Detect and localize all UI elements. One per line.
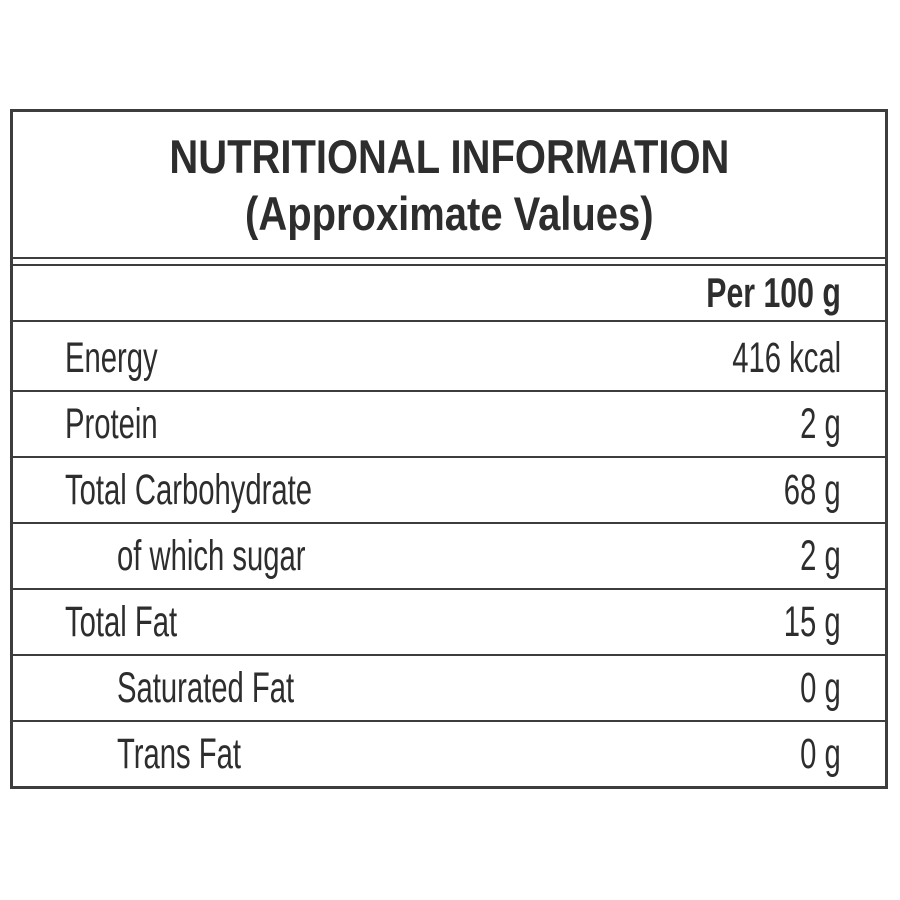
row-label: Saturated Fat [117, 663, 295, 712]
table-row: Energy 416 kcal [13, 326, 885, 390]
row-value: 2 g [800, 531, 841, 580]
row-label: Energy [65, 333, 158, 382]
table-row: Total Fat 15 g [13, 588, 885, 654]
panel-title: NUTRITIONAL INFORMATION [120, 128, 779, 185]
row-value: 0 g [800, 729, 841, 778]
row-label: Total Carbohydrate [65, 465, 313, 514]
row-value: 416 kcal [732, 333, 841, 382]
table-row: Saturated Fat 0 g [13, 654, 885, 720]
panel-subtitle: (Approximate Values) [209, 185, 690, 242]
table-row: Protein 2 g [13, 390, 885, 456]
column-header-row: Per 100 g [13, 264, 885, 322]
row-label: Protein [65, 399, 158, 448]
row-value: 68 g [784, 465, 841, 514]
nutrition-rows: Energy 416 kcal Protein 2 g Total Carboh… [13, 326, 885, 786]
nutrition-facts-panel: NUTRITIONAL INFORMATION (Approximate Val… [10, 109, 888, 789]
row-value: 0 g [800, 663, 841, 712]
panel-title-section: NUTRITIONAL INFORMATION (Approximate Val… [13, 112, 885, 259]
row-label: Total Fat [65, 597, 178, 646]
column-header-per-100g: Per 100 g [706, 269, 841, 316]
table-row: of which sugar 2 g [13, 522, 885, 588]
row-label: of which sugar [117, 531, 306, 580]
panel-subtitle-text: (Approximate Values) [244, 186, 654, 240]
row-label: Trans Fat [117, 729, 242, 778]
table-row: Total Carbohydrate 68 g [13, 456, 885, 522]
panel-title-text: NUTRITIONAL INFORMATION [169, 129, 729, 183]
table-row: Trans Fat 0 g [13, 720, 885, 786]
row-value: 2 g [800, 399, 841, 448]
row-value: 15 g [784, 597, 841, 646]
